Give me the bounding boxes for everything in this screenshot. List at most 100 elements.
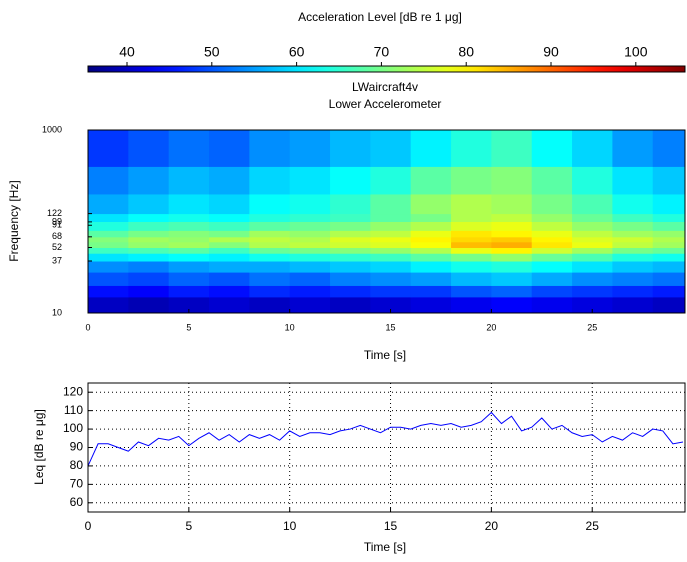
x-tick-label: 15 [384, 519, 398, 533]
heat-cell [491, 236, 533, 243]
heat-cell [410, 166, 452, 195]
heat-cell [168, 272, 210, 286]
heat-cell [531, 285, 573, 298]
heat-cell [612, 236, 654, 243]
x-tick-label: 5 [186, 519, 193, 533]
heat-cell [249, 193, 291, 215]
colorbar-tick-label: 80 [458, 44, 474, 60]
y-tick-label: 120 [63, 384, 83, 398]
heat-cell [249, 221, 291, 231]
colorbar-tick-label: 70 [374, 44, 390, 60]
heat-cell [168, 285, 210, 298]
heat-cell [209, 261, 250, 273]
heat-cell [289, 130, 331, 167]
heat-cell [209, 253, 250, 262]
y-tick-label: 37 [52, 255, 62, 265]
colorbar-label: Acceleration Level [dB re 1 μg] [298, 10, 462, 24]
x-tick-label: 25 [587, 322, 597, 332]
heat-cell [289, 166, 331, 195]
heat-cell [572, 230, 613, 238]
heat-cell [209, 230, 250, 238]
heat-cell [652, 221, 685, 231]
x-tick-label: 10 [283, 519, 297, 533]
heat-cell [410, 261, 452, 273]
heat-cell [612, 221, 654, 231]
heat-cell [531, 230, 573, 238]
heat-cell [209, 241, 250, 248]
y-tick-label: 122 [47, 208, 62, 218]
heat-cell [531, 193, 573, 215]
heat-cell [330, 272, 371, 286]
heat-cell [128, 241, 170, 248]
heat-cell [330, 230, 371, 238]
heat-cell [330, 130, 371, 167]
leq-axes: 0 5 10 15 20 25 60 70 80 90 100 110 120 [63, 382, 686, 533]
heat-cell [451, 272, 492, 286]
heat-cell [168, 247, 210, 254]
heat-cell [370, 272, 412, 286]
y-tick-label: 68 [52, 231, 62, 241]
heat-cell [652, 130, 685, 167]
heat-cell [451, 296, 492, 313]
heat-cell [289, 272, 331, 286]
heat-cell [209, 247, 250, 254]
heat-cell [491, 221, 533, 231]
heat-cell [451, 230, 492, 238]
heat-cell [572, 247, 613, 254]
heat-cell [88, 272, 129, 286]
heat-cell [531, 296, 573, 313]
heat-cell [209, 213, 250, 222]
heat-cell [410, 213, 452, 222]
heat-cell [249, 285, 291, 298]
heat-cell [531, 236, 573, 243]
heat-cell [128, 285, 170, 298]
heat-cell [370, 261, 412, 273]
heat-cell [491, 296, 533, 313]
heat-cell [168, 253, 210, 262]
heat-cell [612, 166, 654, 195]
heat-cell [531, 213, 573, 222]
x-tick-label: 5 [186, 322, 191, 332]
heat-cell [491, 193, 533, 215]
heat-cell [652, 261, 685, 273]
heat-cell [652, 247, 685, 254]
heat-cell [88, 247, 129, 254]
colorbar-tick-label: 100 [624, 44, 648, 60]
heat-cell [88, 285, 129, 298]
heat-cell [491, 166, 533, 195]
heat-cell [128, 261, 170, 273]
heat-cell [572, 296, 613, 313]
heat-cell [249, 247, 291, 254]
heat-cell [330, 253, 371, 262]
heat-cell [370, 253, 412, 262]
heat-cell [168, 213, 210, 222]
heat-cell [128, 221, 170, 231]
heat-cell [652, 241, 685, 248]
heat-cell [330, 166, 371, 195]
heat-cell [451, 166, 492, 195]
x-tick-label: 25 [586, 519, 600, 533]
heat-cell [612, 193, 654, 215]
heat-cell [209, 296, 250, 313]
heat-cell [572, 253, 613, 262]
heat-cell [652, 296, 685, 313]
heat-cell [168, 236, 210, 243]
heat-cell [168, 130, 210, 167]
heat-cell [652, 230, 685, 238]
heat-cell [612, 285, 654, 298]
heat-cell [491, 213, 533, 222]
heat-cell [652, 166, 685, 195]
y-tick-label: 1000 [42, 124, 62, 134]
heat-cell [531, 253, 573, 262]
heat-cell [330, 261, 371, 273]
heat-cell [128, 253, 170, 262]
heat-cell [88, 130, 129, 167]
heat-cell [451, 130, 492, 167]
heat-cell [249, 253, 291, 262]
heat-cell [370, 166, 412, 195]
heat-cell [410, 236, 452, 243]
heat-cell [128, 193, 170, 215]
heat-cell [572, 166, 613, 195]
heat-cell [451, 221, 492, 231]
heat-cell [652, 236, 685, 243]
